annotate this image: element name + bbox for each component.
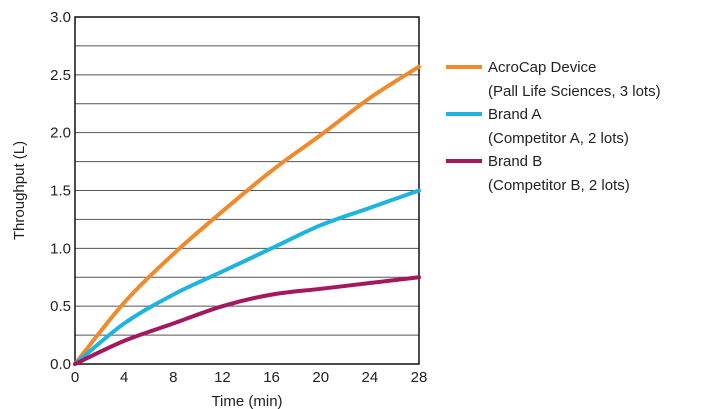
legend-series-detail: (Competitor A, 2 lots) — [488, 130, 629, 147]
x-tick-label: 20 — [312, 369, 329, 386]
x-tick-label: 12 — [214, 369, 231, 386]
y-tick-label: 2.0 — [50, 125, 71, 142]
legend-series-name: Brand A — [488, 106, 541, 123]
x-tick-label: 4 — [120, 369, 128, 386]
y-tick-label: 0.5 — [50, 298, 71, 315]
y-tick-label: 0.0 — [50, 356, 71, 373]
series-layer — [73, 64, 421, 366]
y-tick-label: 1.5 — [50, 183, 71, 200]
y-tick-label: 3.0 — [50, 9, 71, 26]
x-tick-label: 24 — [362, 369, 379, 386]
y-tick-label: 1.0 — [50, 240, 71, 257]
x-axis-title: Time (min) — [211, 393, 282, 409]
series-line-3 — [73, 275, 421, 366]
y-axis-ticks: 0.0 0.5 1.0 1.5 2.0 2.5 3.0 — [50, 9, 71, 373]
x-tick-label: 16 — [263, 369, 280, 386]
legend-series-detail: (Pall Life Sciences, 3 lots) — [488, 83, 661, 100]
x-tick-label: 8 — [169, 369, 177, 386]
x-tick-label: 28 — [411, 369, 428, 386]
series-line-1 — [73, 64, 421, 366]
series-line-2 — [73, 188, 421, 366]
legend-series-name: AcroCap Device — [488, 59, 596, 76]
legend-series-name: Brand B — [488, 153, 542, 170]
y-axis-title: Throughput (L) — [11, 141, 28, 240]
x-axis-ticks: 0 4 8 12 16 20 24 28 — [71, 369, 428, 386]
x-tick-label: 0 — [71, 369, 79, 386]
legend-series-detail: (Competitor B, 2 lots) — [488, 177, 630, 194]
legend: AcroCap Device (Pall Life Sciences, 3 lot… — [446, 59, 661, 194]
y-tick-label: 2.5 — [50, 67, 71, 84]
